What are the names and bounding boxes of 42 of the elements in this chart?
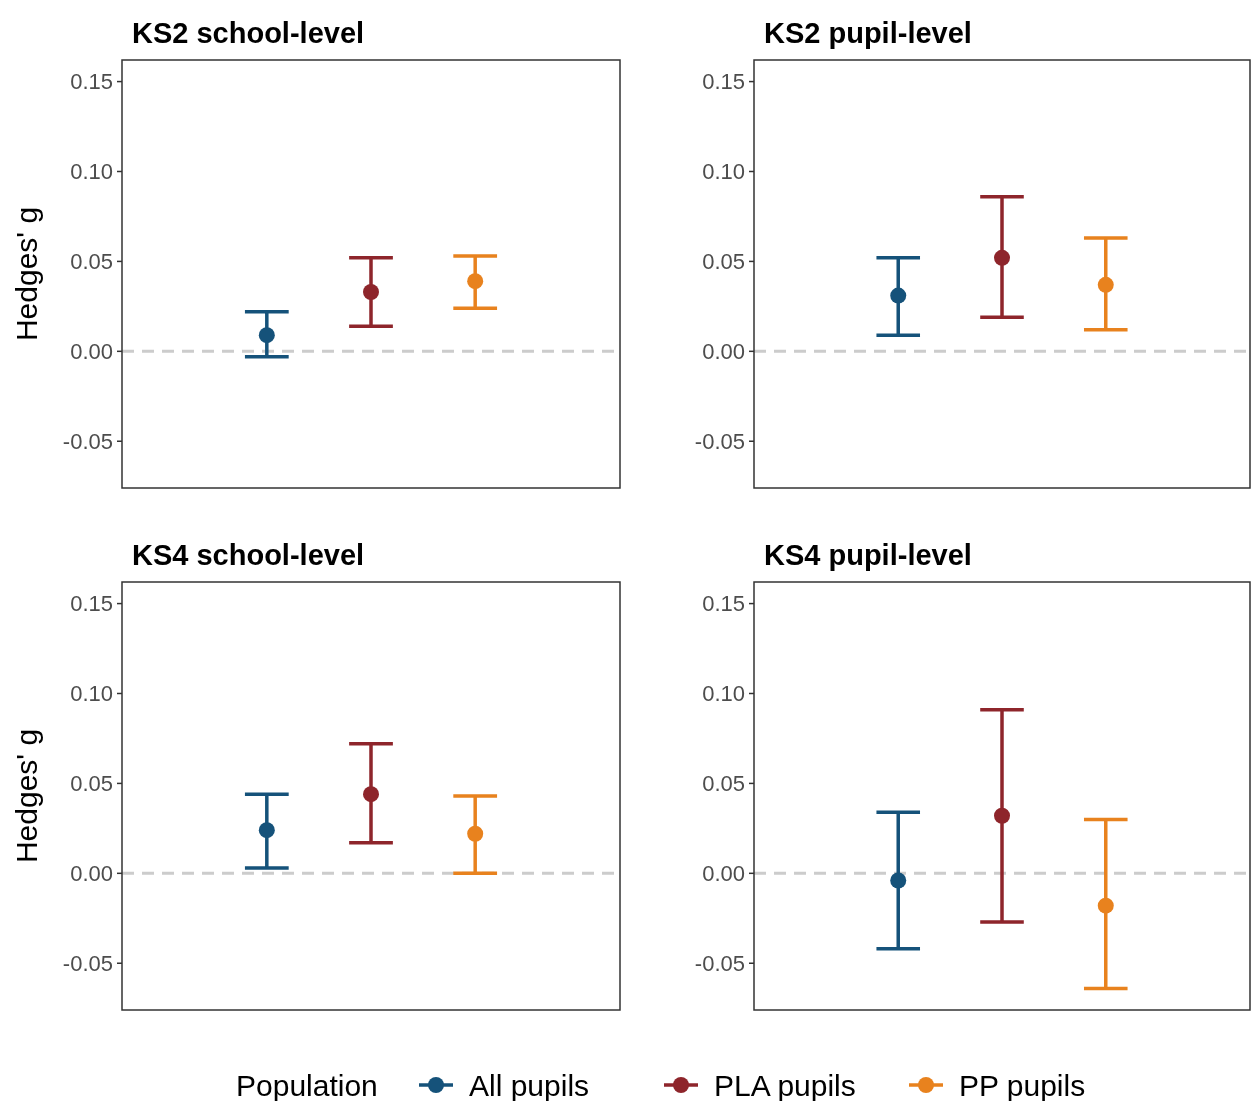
point: [258, 822, 275, 839]
y-tick-label: 0.15: [702, 69, 745, 95]
y-tick-label: -0.05: [62, 428, 113, 454]
y-tick-label: 0.05: [70, 771, 113, 797]
y-tick-label: 0.10: [70, 159, 113, 185]
y-tick-label: 0.10: [702, 681, 745, 707]
chart-title: KS2 pupil-level: [764, 17, 972, 49]
point: [363, 283, 379, 300]
point: [994, 249, 1010, 266]
y-tick-label: 0.05: [702, 771, 745, 797]
y-axis-title: Hedges' g: [10, 206, 43, 342]
point: [363, 786, 379, 803]
point: [258, 327, 275, 344]
y-tick-label: 0.15: [70, 69, 113, 95]
y-tick-label: 0.10: [702, 159, 745, 185]
y-tick-label: 0.05: [70, 249, 113, 275]
legend-label: PLA pupils: [714, 1068, 856, 1101]
y-tick-label: -0.05: [62, 950, 113, 976]
y-tick-label: -0.05: [694, 950, 745, 976]
y-tick-label: 0.00: [702, 339, 745, 365]
legend-label: PP pupils: [959, 1068, 1086, 1101]
point: [1097, 276, 1114, 293]
point: [890, 872, 907, 889]
y-tick-label: 0.10: [70, 681, 113, 707]
point: [890, 287, 907, 304]
y-axis-title: Hedges' g: [10, 728, 43, 864]
point: [467, 825, 484, 842]
chart-title: KS2 school-level: [132, 17, 365, 49]
point: [994, 807, 1010, 824]
point: [1097, 897, 1114, 914]
y-tick-label: 0.00: [702, 861, 745, 887]
point: [467, 273, 484, 290]
legend-label: All pupils: [469, 1068, 590, 1101]
y-tick-label: 0.00: [70, 339, 113, 365]
y-tick-label: 0.15: [70, 591, 113, 617]
legend-title: Population: [236, 1068, 378, 1101]
y-tick-label: 0.05: [702, 249, 745, 275]
chart-title: KS4 school-level: [132, 539, 365, 571]
chart-title: KS4 pupil-level: [764, 539, 972, 571]
y-tick-label: 0.00: [70, 861, 113, 887]
y-tick-label: -0.05: [694, 428, 745, 454]
y-tick-label: 0.15: [702, 591, 745, 617]
